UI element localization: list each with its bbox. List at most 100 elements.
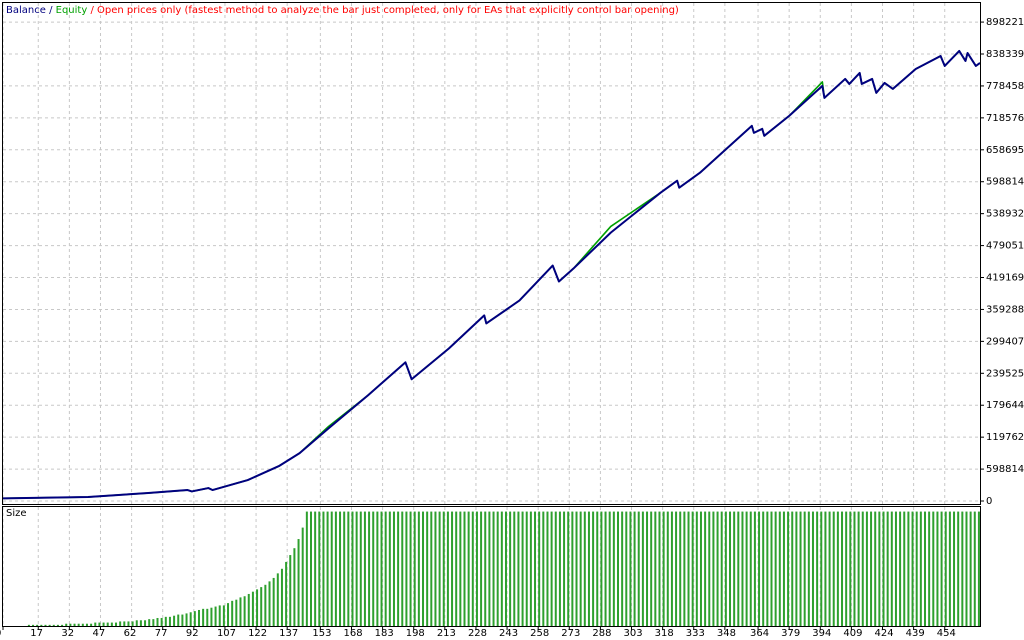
size-bar bbox=[699, 511, 702, 626]
size-bar bbox=[339, 511, 342, 626]
y-tick-label: 5389327 bbox=[986, 209, 1024, 220]
size-bar bbox=[144, 620, 147, 626]
size-bar bbox=[139, 620, 142, 626]
y-tick-label: 7185769 bbox=[986, 113, 1024, 124]
size-bar bbox=[467, 511, 470, 626]
size-bar bbox=[330, 511, 333, 626]
size-bar bbox=[695, 511, 698, 626]
size-bar bbox=[600, 511, 603, 626]
series-line bbox=[2, 49, 981, 500]
size-bar bbox=[73, 623, 76, 626]
legend-separator: / bbox=[49, 5, 53, 16]
size-bar bbox=[397, 511, 400, 626]
size-bar bbox=[953, 511, 956, 626]
x-tick-label: 122 bbox=[248, 628, 267, 639]
marks bbox=[2, 49, 981, 626]
size-bar bbox=[608, 511, 611, 626]
size-bar bbox=[729, 511, 732, 626]
size-bar bbox=[231, 600, 234, 626]
size-bar bbox=[347, 511, 350, 626]
size-bar bbox=[915, 511, 918, 626]
size-bar bbox=[928, 511, 931, 626]
size-bar bbox=[654, 511, 657, 626]
size-bar bbox=[712, 511, 715, 626]
size-bar bbox=[305, 511, 308, 626]
size-bar bbox=[662, 511, 665, 626]
size-bar bbox=[675, 511, 678, 626]
size-bar bbox=[940, 511, 943, 626]
size-bar bbox=[56, 624, 59, 626]
size-bar bbox=[836, 511, 839, 626]
y-tick-label: 7784583 bbox=[986, 81, 1024, 92]
size-bar bbox=[48, 624, 51, 626]
size-bar bbox=[260, 587, 263, 626]
size-bar bbox=[646, 511, 649, 626]
size-bar bbox=[737, 511, 740, 626]
size-bar bbox=[679, 511, 682, 626]
size-bar bbox=[923, 511, 926, 626]
size-bar bbox=[708, 511, 711, 626]
size-bar bbox=[65, 623, 68, 626]
size-bar bbox=[164, 616, 167, 626]
size-bar bbox=[239, 597, 242, 626]
size-bar bbox=[948, 511, 951, 626]
size-bar bbox=[890, 511, 893, 626]
size-bar bbox=[762, 511, 765, 626]
size-bar bbox=[770, 511, 773, 626]
size-bar bbox=[301, 527, 304, 626]
size-bar bbox=[861, 511, 864, 626]
size-bar bbox=[272, 577, 275, 626]
x-tick-label: 62 bbox=[124, 628, 137, 639]
size-bar bbox=[774, 511, 777, 626]
size-bar bbox=[749, 511, 752, 626]
size-bar bbox=[563, 511, 566, 626]
size-bar bbox=[276, 573, 279, 626]
size-bar bbox=[903, 511, 906, 626]
x-tick-label: 168 bbox=[343, 628, 362, 639]
size-bar bbox=[384, 511, 387, 626]
size-bar bbox=[368, 511, 371, 626]
size-bar bbox=[820, 511, 823, 626]
x-tick-label: 318 bbox=[655, 628, 674, 639]
size-bar bbox=[492, 511, 495, 626]
size-bar bbox=[309, 511, 312, 626]
size-bar bbox=[392, 511, 395, 626]
size-bar bbox=[894, 511, 897, 626]
size-bar bbox=[853, 511, 856, 626]
size-bar bbox=[343, 511, 346, 626]
size-bar bbox=[455, 511, 458, 626]
size-bar bbox=[426, 511, 429, 626]
size-bar bbox=[529, 511, 532, 626]
size-bar bbox=[442, 511, 445, 626]
x-tick-label: 47 bbox=[92, 628, 105, 639]
size-bar bbox=[961, 511, 964, 626]
size-bar bbox=[430, 511, 433, 626]
x-tick-label: 198 bbox=[406, 628, 425, 639]
size-bar bbox=[720, 511, 723, 626]
size-bar bbox=[832, 511, 835, 626]
size-bar bbox=[878, 511, 881, 626]
size-bar bbox=[90, 623, 93, 626]
y-tick-label: 1197628 bbox=[986, 432, 1024, 443]
size-bar bbox=[185, 613, 188, 626]
size-bar bbox=[633, 511, 636, 626]
size-bar bbox=[102, 622, 105, 626]
x-tick-label: 348 bbox=[717, 628, 736, 639]
size-frame bbox=[2, 506, 981, 627]
size-bar bbox=[98, 622, 101, 626]
y-tick-label: 0 bbox=[986, 496, 992, 507]
x-tick-label: 213 bbox=[437, 628, 456, 639]
size-bar bbox=[791, 511, 794, 626]
size-bar bbox=[314, 511, 317, 626]
size-bar bbox=[650, 511, 653, 626]
size-bar bbox=[691, 511, 694, 626]
size-bar bbox=[612, 511, 615, 626]
size-bar bbox=[77, 623, 80, 626]
size-bar bbox=[758, 511, 761, 626]
size-bar bbox=[616, 511, 619, 626]
size-bar bbox=[326, 511, 329, 626]
size-bar bbox=[280, 568, 283, 626]
size-bar bbox=[977, 511, 980, 626]
